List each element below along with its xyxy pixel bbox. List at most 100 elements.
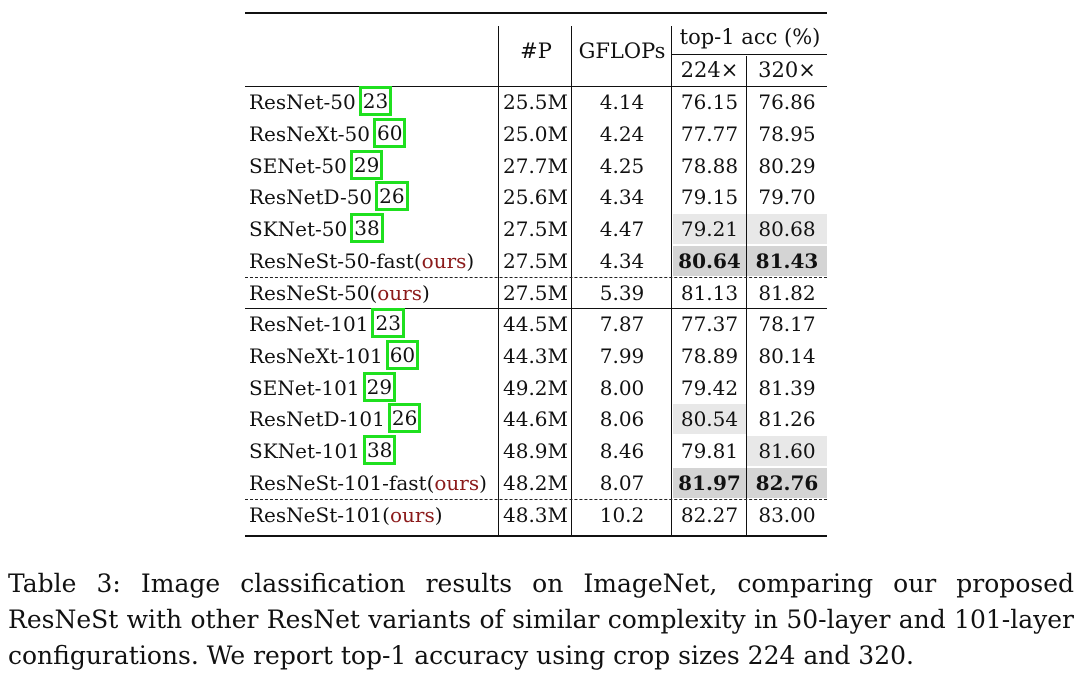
acc-224-cell: 81.13 <box>680 280 739 305</box>
top-rule <box>245 12 827 14</box>
header-params: #P <box>520 39 552 63</box>
gflops-cell: 5.39 <box>599 280 645 305</box>
ours-paren-close: ) <box>434 502 443 527</box>
vline-acc224-acc320 <box>746 56 747 535</box>
model-name-cell: ResNet-50 23 <box>249 86 497 117</box>
model-name: ResNeXt-101 <box>249 343 383 368</box>
acc-320-cell: 76.86 <box>758 90 816 114</box>
model-name-cell: SKNet-101 38 <box>249 435 497 466</box>
model-name: ResNet-50 <box>249 90 356 114</box>
model-name-cell: ResNet-101 23 <box>249 308 497 339</box>
citation-link[interactable]: 29 <box>349 149 384 180</box>
ours-tag: ours <box>377 280 423 305</box>
citation-link[interactable]: 38 <box>362 435 397 466</box>
gflops-cell: 4.14 <box>599 90 645 114</box>
acc-224-cell: 80.64 <box>673 246 746 276</box>
model-name-cell: ResNeSt-101(ours) <box>249 500 497 530</box>
params-cell: 48.9M <box>503 439 569 464</box>
acc-320-cell: 78.95 <box>758 121 816 146</box>
dashed-separator <box>245 276 827 278</box>
params-cell: 49.2M <box>503 375 569 400</box>
ours-paren-close: ) <box>422 280 430 305</box>
citation-link[interactable]: 29 <box>362 371 397 402</box>
ours-tag: ours <box>434 471 480 495</box>
ours-paren-open: ( <box>426 471 435 495</box>
acc-320-cell: 81.43 <box>747 246 827 276</box>
citation-link[interactable]: 60 <box>385 339 420 370</box>
citation-link[interactable]: 38 <box>350 213 384 244</box>
acc-224-cell: 79.81 <box>680 439 739 464</box>
params-cell: 44.6M <box>503 407 569 432</box>
header-acc-224: 224× <box>680 58 739 82</box>
model-name: ResNetD-50 <box>249 185 373 210</box>
gflops-cell: 4.47 <box>599 217 645 242</box>
acc-320-cell: 81.82 <box>758 280 816 305</box>
gflops-cell: 8.07 <box>599 471 645 495</box>
citation-link[interactable]: 60 <box>372 117 407 148</box>
gflops-cell: 10.2 <box>599 502 645 527</box>
acc-224-cell: 79.42 <box>680 375 739 400</box>
vline-params-gflops <box>571 26 572 535</box>
model-name: SKNet-101 <box>249 439 360 464</box>
acc-320-cell: 80.68 <box>747 214 827 245</box>
gflops-cell: 8.46 <box>599 439 645 464</box>
header-acc-320: 320× <box>758 58 816 82</box>
acc-320-cell: 82.76 <box>747 468 827 498</box>
gflops-cell: 8.06 <box>599 407 645 432</box>
acc-224-cell: 82.27 <box>680 502 739 527</box>
model-name: ResNetD-101 <box>249 407 385 432</box>
acc-320-cell: 83.00 <box>758 502 816 527</box>
model-name-cell: ResNeXt-50 60 <box>249 117 497 149</box>
model-name: ResNet-101 <box>249 312 369 336</box>
params-cell: 48.2M <box>503 471 569 495</box>
model-name-cell: ResNeSt-50-fast(ours) <box>249 246 497 276</box>
params-cell: 25.6M <box>503 185 569 210</box>
params-cell: 25.0M <box>503 121 569 146</box>
ours-tag: ours <box>421 249 467 273</box>
acc-224-cell: 78.89 <box>680 343 739 368</box>
acc-224-cell: 76.15 <box>680 90 739 114</box>
model-name-cell: ResNetD-50 26 <box>249 181 497 212</box>
acc-320-cell: 81.39 <box>758 375 816 400</box>
header-gflops: GFLOPs <box>578 39 666 63</box>
model-name-cell: SKNet-50 38 <box>249 213 497 244</box>
acc-224-cell: 79.21 <box>673 214 746 245</box>
header-top1-acc: top-1 acc (%) <box>679 25 821 49</box>
ours-paren-close: ) <box>466 249 475 273</box>
model-name-cell: ResNetD-101 26 <box>249 403 497 434</box>
acc-subheader-rule <box>672 54 827 55</box>
gflops-cell: 7.87 <box>599 312 645 336</box>
params-cell: 27.5M <box>503 280 569 305</box>
gflops-cell: 8.00 <box>599 375 645 400</box>
gflops-cell: 4.24 <box>599 121 645 146</box>
model-name-cell: SENet-101 29 <box>249 371 497 403</box>
acc-320-cell: 81.26 <box>758 407 816 432</box>
bottom-rule <box>245 535 827 537</box>
citation-link[interactable]: 23 <box>371 308 405 338</box>
citation-link[interactable]: 26 <box>375 181 409 212</box>
ours-paren-open: ( <box>382 502 390 527</box>
model-name: ResNeXt-50 <box>249 121 370 146</box>
params-cell: 48.3M <box>503 502 569 527</box>
model-name: ResNeSt-101-fast <box>249 471 427 495</box>
params-cell: 44.3M <box>503 343 569 368</box>
model-name: ResNeSt-50-fast <box>249 249 414 273</box>
acc-224-cell: 78.88 <box>680 153 739 178</box>
model-name: SENet-50 <box>249 153 347 178</box>
acc-224-cell: 81.97 <box>673 468 746 498</box>
params-cell: 27.5M <box>503 217 569 242</box>
group-separator-rule <box>245 308 827 309</box>
params-cell: 25.5M <box>503 90 569 114</box>
params-cell: 44.5M <box>503 312 569 336</box>
acc-320-cell: 81.60 <box>747 436 827 467</box>
model-name: SKNet-50 <box>249 217 348 242</box>
gflops-cell: 4.34 <box>599 249 645 273</box>
citation-link[interactable]: 23 <box>358 86 393 116</box>
citation-link[interactable]: 26 <box>387 403 422 434</box>
model-name-cell: ResNeSt-50(ours) <box>249 278 497 308</box>
vline-name-params <box>498 26 499 535</box>
model-name-cell: SENet-50 29 <box>249 149 497 181</box>
model-name-cell: ResNeXt-101 60 <box>249 339 497 371</box>
acc-224-cell: 77.77 <box>680 121 739 146</box>
params-cell: 27.5M <box>503 249 569 273</box>
